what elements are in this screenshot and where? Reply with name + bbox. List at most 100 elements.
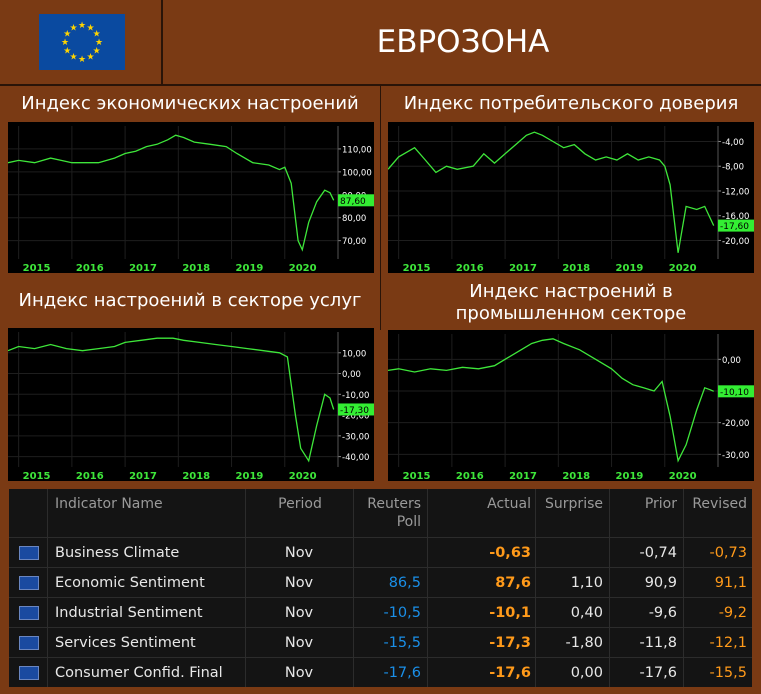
cell-surprise: -1,80	[565, 635, 603, 651]
x-tick-label: 2017	[509, 471, 537, 481]
star-icon: ★	[78, 55, 86, 65]
y-tick-label: -40,00	[342, 453, 369, 463]
cell-actual: -10,1	[489, 605, 531, 621]
divider	[0, 84, 761, 86]
header-revised: Revised	[692, 496, 747, 512]
star-icon: ★	[63, 30, 71, 40]
flag-box: ★ ★ ★ ★ ★ ★ ★ ★ ★ ★ ★ ★	[0, 0, 163, 84]
cell-prior: -17,6	[639, 665, 677, 681]
y-tick-label: 70,00	[342, 237, 366, 247]
cell-period: Nov	[284, 665, 314, 681]
last-value-label: -10,10	[720, 388, 749, 398]
table-row[interactable]: Business Climate Nov -0,63 -0,74 -0,73	[9, 537, 752, 568]
cell-surprise: 0,40	[570, 605, 603, 621]
x-tick-label: 2016	[76, 471, 104, 481]
y-tick-label: -8,00	[722, 163, 744, 173]
flag-cell	[19, 538, 43, 568]
series-line	[388, 338, 714, 463]
last-value-badge	[338, 194, 374, 207]
table-row[interactable]: Consumer Confid. Final Nov -17,6 -17,6 0,00 -…	[9, 657, 752, 688]
flag-cell	[19, 628, 43, 658]
divider	[380, 276, 381, 330]
header-actual: Actual	[487, 496, 531, 512]
y-tick-label: -4,00	[722, 138, 744, 148]
y-tick-label: 80,00	[342, 214, 366, 224]
y-tick-label: -30,00	[722, 451, 749, 461]
eu-flag-icon	[19, 546, 39, 560]
column-separator	[47, 489, 48, 687]
star-icon: ★	[93, 47, 101, 57]
x-tick-label: 2016	[456, 263, 484, 273]
flag-cell	[19, 658, 43, 688]
chart-title-1: Индекс экономических настроений	[21, 93, 359, 114]
x-tick-label: 2017	[129, 263, 157, 273]
chart-title-3: Индекс настроений в секторе услуг	[18, 290, 362, 311]
column-separator	[609, 489, 610, 687]
table-row[interactable]: Economic Sentiment Nov 86,5 87,6 1,10 90,9 91,…	[9, 567, 752, 598]
x-tick-label: 2017	[509, 263, 537, 273]
header-indicator-name: Indicator Name	[55, 496, 163, 512]
column-separator	[535, 489, 536, 687]
star-icon: ★	[78, 21, 86, 31]
x-tick-label: 2015	[23, 471, 51, 481]
cell-period: Nov	[284, 635, 314, 651]
star-icon: ★	[93, 30, 101, 40]
header-surprise: Surprise	[545, 496, 603, 512]
chart-background	[8, 122, 374, 273]
region-title: ЕВРОЗОНА	[376, 24, 550, 60]
star-icon: ★	[63, 47, 71, 57]
chart-services-sentiment: 10,00 0,00 -10,00 -20,00 -30,00 -40,00 2015 201…	[8, 328, 374, 481]
y-tick-label: 100,00	[342, 168, 372, 178]
cell-name: Business Climate	[55, 545, 180, 561]
x-tick-label: 2016	[76, 263, 104, 273]
eu-flag-icon	[19, 666, 39, 680]
header-period: Period	[278, 496, 322, 512]
series-line	[8, 134, 335, 252]
star-icon: ★	[86, 53, 94, 63]
eu-flag-icon	[19, 576, 39, 590]
x-tick-label: 2016	[456, 471, 484, 481]
y-tick-label: -20,00	[342, 412, 369, 422]
eu-flag-icon	[19, 636, 39, 650]
y-tick-label: -20,00	[722, 419, 749, 429]
cell-poll: -10,5	[383, 605, 421, 621]
header-prior: Prior	[644, 496, 677, 512]
y-tick-label: -20,00	[722, 237, 749, 247]
chart-background	[388, 330, 754, 481]
x-tick-label: 2018	[182, 263, 210, 273]
x-tick-label: 2018	[562, 471, 590, 481]
header: ★ ★ ★ ★ ★ ★ ★ ★ ★ ★ ★ ★ ЕВРОЗОНА	[0, 0, 761, 84]
x-tick-label: 2015	[403, 471, 431, 481]
chart-consumer-confidence: -4,00 -8,00 -12,00 -16,00 -20,00 2015 2016 2017…	[388, 122, 754, 273]
star-icon: ★	[86, 23, 94, 33]
cell-actual: -0,63	[489, 545, 531, 561]
x-tick-label: 2020	[289, 263, 317, 273]
star-icon: ★	[61, 38, 69, 48]
y-tick-label: -16,00	[722, 212, 749, 222]
cell-poll: -15,5	[383, 635, 421, 651]
star-icon: ★	[95, 38, 103, 48]
cell-revised: -0,73	[709, 545, 747, 561]
x-tick-label: 2015	[403, 263, 431, 273]
x-tick-label: 2019	[236, 263, 264, 273]
table-row[interactable]: Industrial Sentiment Nov -10,5 -10,1 0,40 -9,…	[9, 597, 752, 628]
column-separator	[353, 489, 354, 687]
star-icon: ★	[69, 23, 77, 33]
header-reuters-poll: Reuters Poll	[367, 496, 421, 530]
cell-revised: 91,1	[714, 575, 747, 591]
cell-prior: 90,9	[644, 575, 677, 591]
divider	[380, 86, 381, 276]
cell-poll: 86,5	[388, 575, 421, 591]
star-icon: ★	[69, 53, 77, 63]
chart-background	[388, 122, 754, 273]
chart-economic-sentiment: 110,00100,0090,0080,0070,002015201620172…	[8, 122, 374, 273]
chart-title-4: Индекс настроений в промышленном секторе	[455, 281, 687, 324]
cell-revised: -12,1	[709, 635, 747, 651]
chart-background	[8, 328, 374, 481]
last-value-badge	[718, 385, 754, 398]
column-separator	[427, 489, 428, 687]
series-line	[8, 337, 335, 463]
cell-surprise: 1,10	[570, 575, 603, 591]
flag-cell	[19, 568, 43, 598]
table-row[interactable]: Services Sentiment Nov -15,5 -17,3 -1,80 -11,…	[9, 627, 752, 658]
